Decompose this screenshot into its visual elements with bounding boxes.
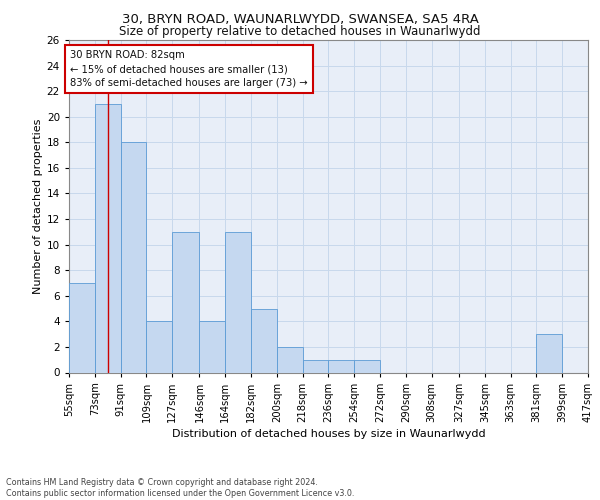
Bar [172,232,199,372]
X-axis label: Distribution of detached houses by size in Waunarlwydd: Distribution of detached houses by size … [172,429,485,439]
Text: Contains HM Land Registry data © Crown copyright and database right 2024.
Contai: Contains HM Land Registry data © Crown c… [6,478,355,498]
Text: 30, BRYN ROAD, WAUNARLWYDD, SWANSEA, SA5 4RA: 30, BRYN ROAD, WAUNARLWYDD, SWANSEA, SA5… [122,12,478,26]
Bar [121,142,146,372]
Bar [277,347,302,372]
Text: 30 BRYN ROAD: 82sqm
← 15% of detached houses are smaller (13)
83% of semi-detach: 30 BRYN ROAD: 82sqm ← 15% of detached ho… [70,50,308,88]
Y-axis label: Number of detached properties: Number of detached properties [32,118,43,294]
Bar [355,360,380,372]
Bar [251,308,277,372]
Text: Size of property relative to detached houses in Waunarlwydd: Size of property relative to detached ho… [119,25,481,38]
Bar [199,322,225,372]
Bar [146,322,172,372]
Bar [225,232,251,372]
Bar [302,360,329,372]
Bar [329,360,355,372]
Bar [95,104,121,372]
Bar [536,334,562,372]
Bar [69,283,95,372]
